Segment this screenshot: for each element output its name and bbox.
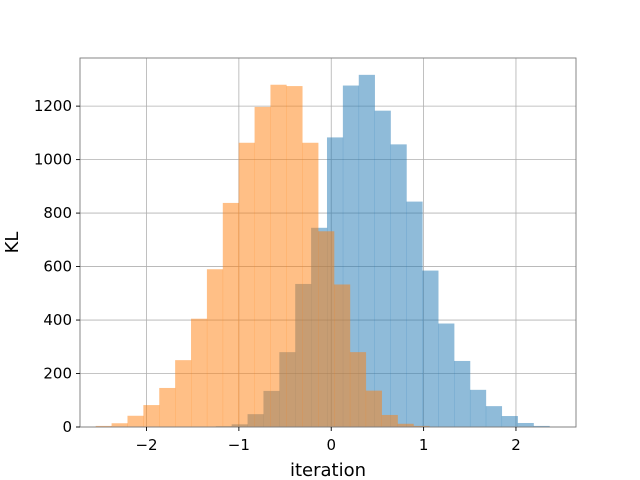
plot-frame <box>79 57 577 428</box>
histogram-bar-series-1 <box>454 360 471 427</box>
histogram-bar-series-1 <box>390 144 407 428</box>
y-tick-label: 800 <box>43 204 72 222</box>
histogram-bar-series-2 <box>349 352 367 427</box>
histogram-bars <box>95 74 550 428</box>
histogram-bar-series-2 <box>365 390 382 427</box>
x-tick-label: −1 <box>228 436 250 454</box>
histogram-bar-series-2 <box>206 269 224 427</box>
axis-ticks: −2 −1 0 1 2 0 200 400 600 800 1000 1200 <box>34 97 521 454</box>
histogram-bar-series-1 <box>501 416 518 427</box>
histogram-bar-series-2 <box>334 284 351 427</box>
histogram-bar-series-2 <box>111 423 128 427</box>
histogram-bar-series-1 <box>422 270 439 427</box>
histogram-bar-series-2 <box>143 405 160 427</box>
histogram-bar-series-2 <box>318 231 335 427</box>
histogram-bar-series-1 <box>533 425 550 427</box>
histogram-bar-series-2 <box>413 425 430 427</box>
y-tick-label: 1000 <box>34 151 72 169</box>
x-tick-label: 2 <box>511 436 521 454</box>
y-tick-label: 0 <box>62 418 72 436</box>
histogram-bar-series-2 <box>159 387 176 427</box>
histogram-bar-series-1 <box>358 74 375 428</box>
histogram-bar-series-2 <box>270 84 287 427</box>
histogram-bar-series-2 <box>191 318 208 427</box>
histogram-bar-series-2 <box>127 415 144 427</box>
x-tick-label: −2 <box>135 436 157 454</box>
x-tick-label: 1 <box>419 436 429 454</box>
histogram-bar-series-1 <box>374 110 391 427</box>
y-tick-label: 600 <box>43 258 72 276</box>
histogram-bar-series-2 <box>254 106 271 427</box>
histogram-bar-series-1 <box>517 422 534 427</box>
histogram-bar-series-2 <box>175 360 192 427</box>
y-axis-label: KL <box>2 232 23 254</box>
histogram-bar-series-2 <box>302 142 319 427</box>
histogram-bar-series-1 <box>438 323 455 427</box>
histogram-bar-series-2 <box>286 86 303 428</box>
y-tick-label: 200 <box>43 365 72 383</box>
histogram-bar-series-2 <box>397 423 414 427</box>
y-tick-label: 1200 <box>34 97 72 115</box>
histogram-bar-series-1 <box>469 389 487 427</box>
x-tick-label: 0 <box>326 436 336 454</box>
histogram-bar-series-2 <box>95 425 112 427</box>
y-tick-label: 400 <box>43 311 72 329</box>
histogram-bar-series-2 <box>238 142 255 427</box>
histogram-bar-series-2 <box>222 202 239 427</box>
histogram-bar-series-1 <box>485 406 503 427</box>
histogram-bar-series-1 <box>406 201 423 427</box>
histogram-bar-series-2 <box>381 414 398 427</box>
x-axis-label: iteration <box>290 460 366 480</box>
